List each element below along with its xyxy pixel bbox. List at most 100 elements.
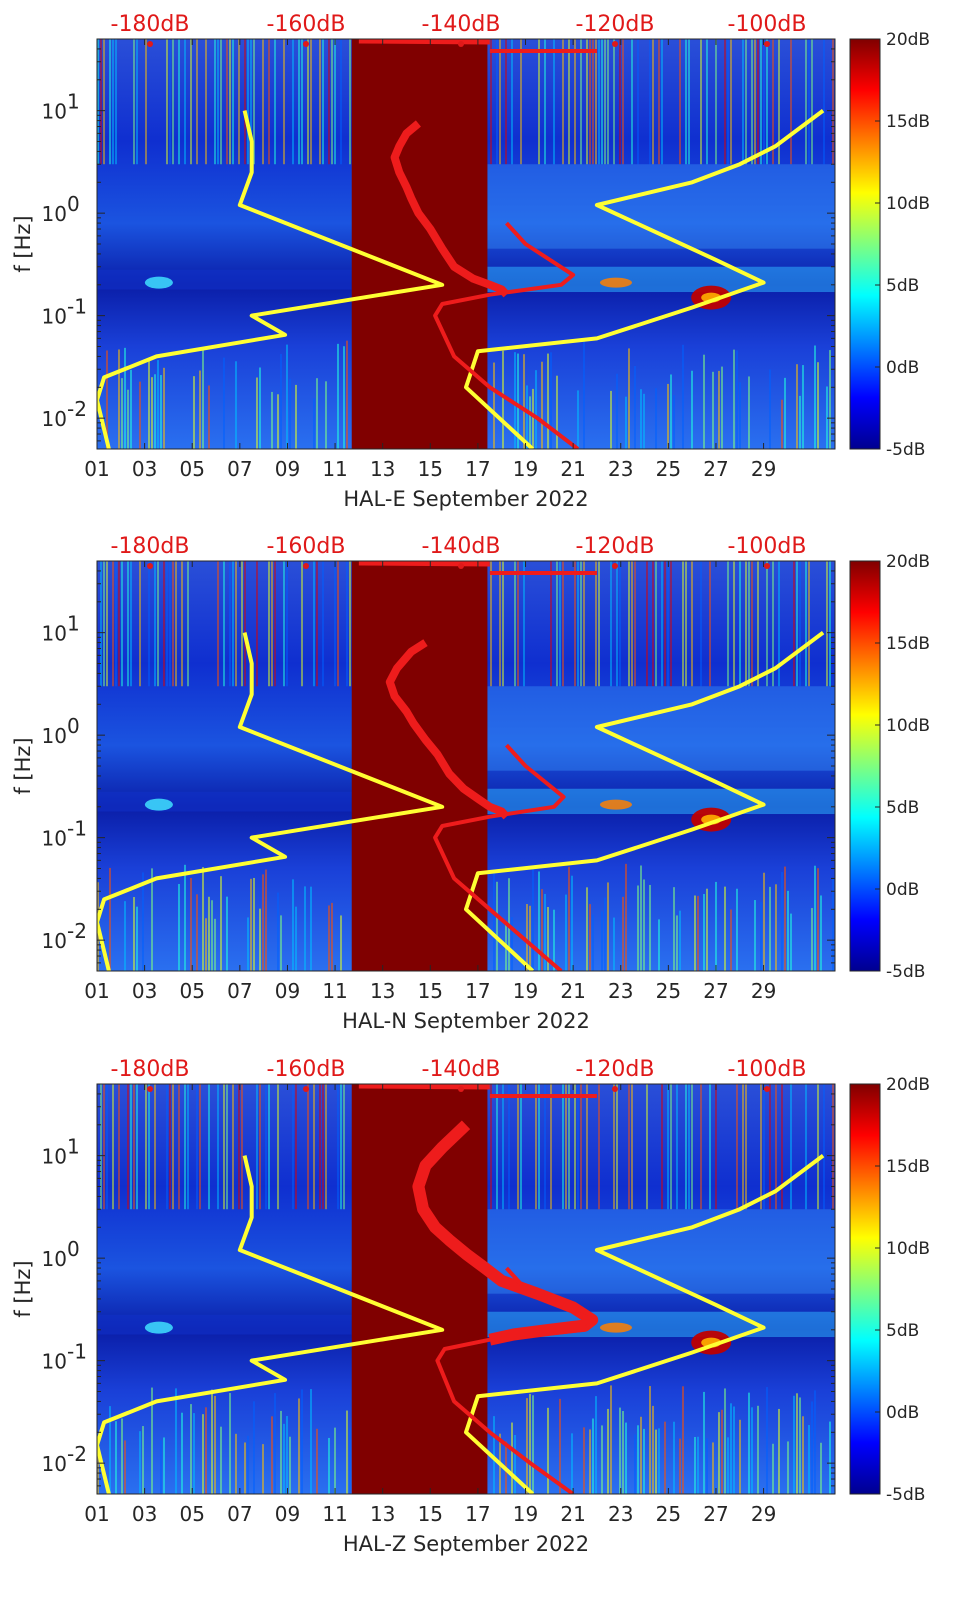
high-freq-streak [598, 561, 600, 687]
high-freq-streak [238, 39, 240, 165]
high-freq-streak [343, 1084, 345, 1210]
y-tick-label: 10 [42, 305, 67, 329]
high-freq-streak [262, 39, 264, 165]
high-freq-streak [772, 39, 774, 165]
x-tick-label: 19 [513, 979, 538, 1003]
low-freq-streak [715, 881, 717, 971]
low-freq-streak [514, 352, 516, 449]
low-freq-streak [127, 389, 129, 449]
high-freq-streak [688, 1084, 690, 1210]
high-freq-streak [715, 1084, 717, 1210]
colorbar-tick-label: 10dB [886, 194, 930, 214]
x-tick-label: 03 [132, 457, 157, 481]
low-freq-streak [106, 350, 108, 449]
high-freq-streak [490, 1084, 492, 1210]
colorbar-tick-label: 0dB [886, 358, 919, 378]
high-freq-streak [757, 561, 759, 687]
low-freq-streak [313, 398, 315, 449]
high-freq-streak [691, 1084, 693, 1210]
microseism-blob [144, 1321, 173, 1334]
low-freq-streak [346, 340, 348, 449]
low-freq-streak [196, 894, 198, 971]
low-freq-streak [271, 391, 273, 449]
high-freq-streak [265, 1084, 267, 1210]
high-freq-streak [550, 1084, 552, 1210]
high-freq-streak [274, 561, 276, 687]
high-freq-streak [490, 39, 492, 165]
high-freq-streak [664, 561, 666, 687]
high-freq-streak [751, 561, 753, 687]
x-axis-title: HAL-E September 2022 [343, 487, 588, 511]
y-tick-label: 10 [42, 407, 67, 431]
top-db-label: -100dB [728, 12, 807, 37]
high-freq-streak [97, 39, 99, 165]
high-freq-streak [268, 1084, 270, 1210]
top-db-label: -120dB [576, 1057, 655, 1082]
high-freq-streak [601, 39, 603, 165]
low-freq-streak [790, 913, 792, 971]
high-freq-streak [154, 1084, 156, 1210]
top-db-label: -160dB [267, 1057, 346, 1082]
y-tick-label: 10 [42, 202, 67, 226]
low-freq-streak [679, 1438, 681, 1494]
low-freq-streak [694, 895, 696, 971]
low-freq-streak [208, 385, 210, 449]
colorbar-tick-label: 20dB [886, 30, 930, 50]
low-freq-streak [751, 1407, 753, 1494]
low-freq-streak [316, 378, 318, 449]
low-freq-streak [733, 1406, 735, 1494]
low-freq-streak [832, 878, 834, 971]
high-freq-streak [598, 39, 600, 165]
low-freq-streak [199, 370, 201, 449]
high-freq-streak [745, 1084, 747, 1210]
top-db-label: -120dB [576, 12, 655, 37]
red-psd-curve [412, 1120, 599, 1346]
high-freq-streak [334, 39, 336, 165]
x-tick-label: 25 [656, 1502, 681, 1526]
low-freq-streak [223, 357, 225, 449]
high-freq-streak [112, 561, 114, 687]
high-freq-streak [178, 1084, 180, 1210]
low-freq-streak [595, 1396, 597, 1494]
low-freq-streak [121, 1418, 123, 1494]
low-freq-streak [778, 1408, 780, 1494]
high-freq-streak [100, 1084, 102, 1210]
x-tick-label: 29 [751, 457, 776, 481]
top-db-label: -100dB [728, 1057, 807, 1082]
high-freq-streak [175, 561, 177, 687]
high-freq-streak [739, 561, 741, 687]
yellow-noise-model-left [97, 110, 445, 449]
high-freq-streak [223, 1084, 225, 1210]
high-freq-streak [829, 561, 831, 687]
low-freq-streak [139, 381, 141, 449]
high-freq-streak [256, 561, 258, 687]
x-tick-label: 29 [751, 1502, 776, 1526]
red-top-streak [358, 39, 490, 45]
low-freq-streak [814, 345, 816, 449]
low-freq-streak [190, 1404, 192, 1494]
low-freq-streak [511, 917, 513, 971]
low-freq-streak [517, 353, 519, 449]
low-freq-streak [535, 370, 537, 449]
low-freq-streak [682, 344, 684, 449]
low-freq-streak [601, 1425, 603, 1494]
red-psd-curve [385, 639, 510, 820]
low-freq-streak [622, 896, 624, 971]
low-freq-streak [205, 1407, 207, 1494]
low-freq-streak [532, 388, 534, 449]
high-freq-streak [772, 561, 774, 687]
microseism-red-spot [599, 799, 632, 810]
low-freq-streak [673, 1421, 675, 1494]
y-tick-exponent: 0 [67, 1237, 80, 1261]
high-freq-streak [505, 39, 507, 165]
high-freq-streak [517, 1084, 519, 1210]
y-tick-label: 10 [42, 1247, 67, 1271]
low-freq-streak [775, 884, 777, 971]
low-freq-streak [622, 1411, 624, 1494]
low-freq-streak [799, 1397, 801, 1494]
x-tick-label: 05 [179, 1502, 204, 1526]
high-freq-streak [550, 561, 552, 687]
high-freq-streak [748, 561, 750, 687]
low-freq-streak [205, 918, 207, 971]
